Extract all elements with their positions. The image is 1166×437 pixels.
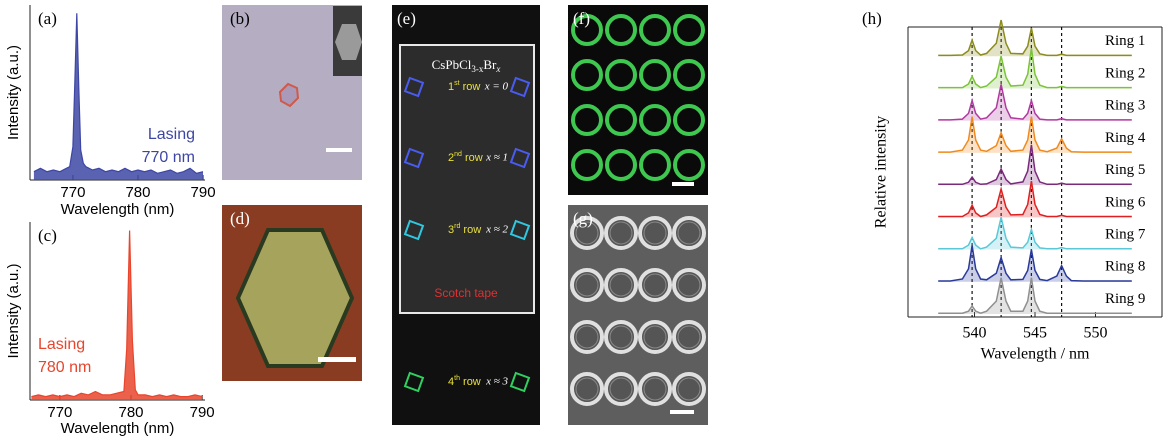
ring-fill xyxy=(938,181,1132,217)
y-axis-label: Intensity (a.u.) xyxy=(5,263,22,358)
x-axis-label: Wavelength (nm) xyxy=(61,420,175,437)
annotation: 780 nm xyxy=(38,359,91,376)
x-axis-label: Wavelength / nm xyxy=(981,346,1090,363)
panel-label: (g) xyxy=(573,209,593,228)
legend-label: Ring 8 xyxy=(1105,259,1145,275)
x-tick-label: 780 xyxy=(125,184,150,201)
scale-bar xyxy=(318,357,356,362)
legend-label: Ring 9 xyxy=(1105,291,1145,307)
title-part: CsPbCl xyxy=(432,57,472,72)
row-label: 2nd row xyxy=(448,151,483,164)
figure: (b) (d) CsPbCl3-xBrx 1st row x = 0 2nd row… xyxy=(0,0,1166,437)
fluorescence-f xyxy=(568,5,708,195)
row-word: row xyxy=(460,81,481,93)
x-tick-label: 545 xyxy=(1023,325,1047,342)
ring-fill xyxy=(938,217,1132,249)
x-tick-label: 770 xyxy=(47,404,72,421)
legend-label: Ring 3 xyxy=(1105,98,1145,114)
legend-label: Ring 5 xyxy=(1105,162,1145,178)
row-word: row xyxy=(460,224,481,236)
x-tick-label: 790 xyxy=(191,184,216,201)
x-tick-label: 780 xyxy=(119,404,144,421)
y-axis-label: Intensity (a.u.) xyxy=(5,45,22,140)
x-tick-label: 770 xyxy=(60,184,85,201)
panel-label: (c) xyxy=(38,226,57,245)
scale-bar xyxy=(670,410,694,414)
title-sub: 3-x xyxy=(471,64,483,74)
legend-label: Ring 1 xyxy=(1105,33,1145,49)
panel-label: (a) xyxy=(38,9,57,28)
title-part: Br xyxy=(483,57,497,72)
row-word: row xyxy=(460,376,481,388)
annotation: Lasing xyxy=(38,336,85,353)
y-axis-label: Relative intensity xyxy=(873,116,890,228)
row-label: 4th row xyxy=(448,375,481,388)
annotation: 770 nm xyxy=(142,149,195,166)
ring-fill xyxy=(938,278,1132,314)
legend-label: Ring 2 xyxy=(1105,65,1145,81)
panel-label: (f) xyxy=(573,9,590,28)
row-x: x = 0 xyxy=(484,81,509,93)
row-sup: nd xyxy=(454,151,462,158)
row-label: 1st row xyxy=(448,80,480,93)
composition-title: CsPbCl3-xBrx xyxy=(432,57,501,74)
row-x: x ≈ 2 xyxy=(485,224,508,236)
annotation: Lasing xyxy=(148,126,195,143)
panel-label: (h) xyxy=(862,9,882,28)
x-tick-label: 790 xyxy=(190,404,215,421)
row-x: x ≈ 3 xyxy=(485,376,508,388)
scale-bar xyxy=(672,182,694,186)
legend-label: Ring 4 xyxy=(1105,130,1146,146)
row-x: x ≈ 1 xyxy=(485,152,508,164)
ring-fill xyxy=(938,246,1132,282)
title-sub: x xyxy=(495,64,500,74)
panel-label: (d) xyxy=(230,209,250,228)
row-label: 3rd row xyxy=(448,223,481,236)
x-tick-label: 550 xyxy=(1083,325,1107,342)
x-tick-label: 540 xyxy=(963,325,987,342)
panel-label: (e) xyxy=(397,9,416,28)
x-axis-label: Wavelength (nm) xyxy=(61,201,175,218)
ring-fill xyxy=(938,117,1132,153)
legend-label: Ring 7 xyxy=(1105,226,1146,242)
tape-label: Scotch tape xyxy=(434,286,498,300)
row-word: row xyxy=(462,152,483,164)
legend-label: Ring 6 xyxy=(1105,194,1146,210)
panel-label: (b) xyxy=(230,9,250,28)
scale-bar xyxy=(326,148,352,152)
